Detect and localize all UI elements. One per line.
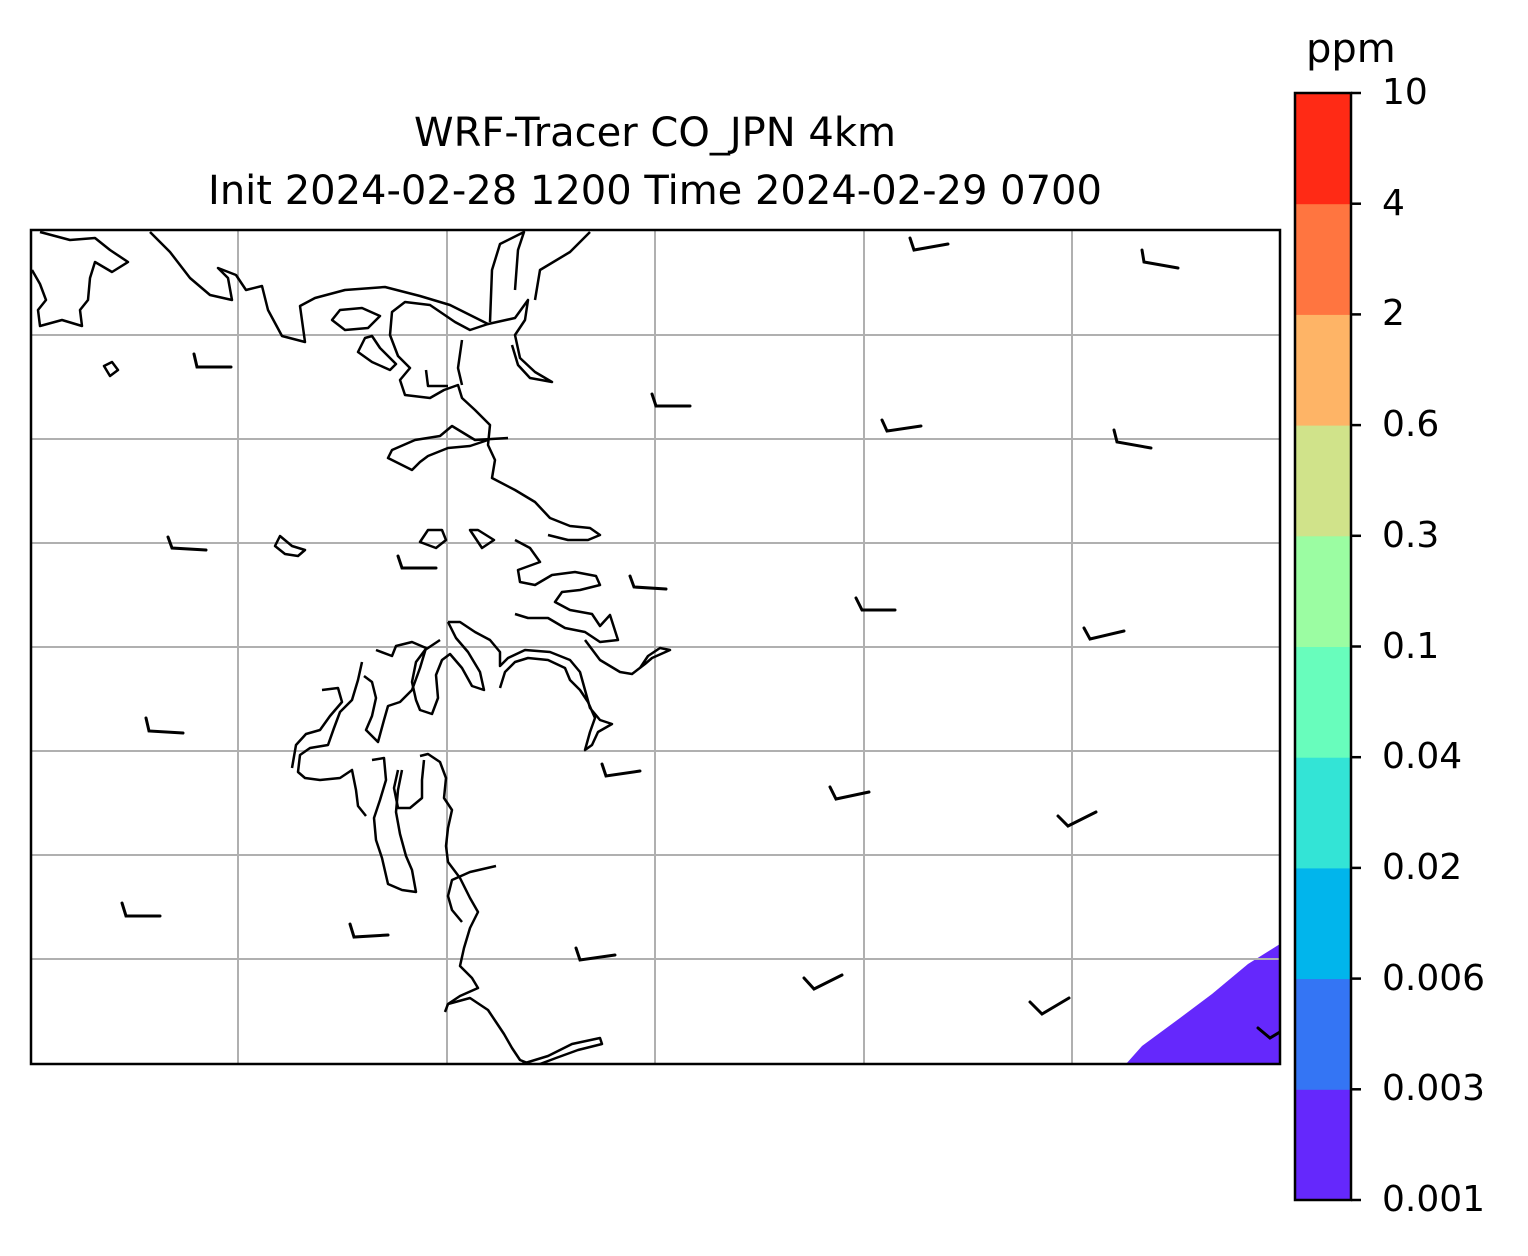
- title-line-1: WRF-Tracer CO_JPN 4km: [414, 110, 896, 156]
- colorbar-segment: [1295, 425, 1351, 537]
- wind-barb: [880, 418, 923, 433]
- coastline-west: [296, 661, 367, 817]
- colorbar-tick-label: 0.006: [1382, 957, 1486, 999]
- colorbar-segment: [1295, 978, 1351, 1090]
- coastline-island: [468, 528, 496, 550]
- coastline-lake: [330, 306, 382, 332]
- wind-barb: [144, 716, 185, 735]
- colorbar-tick-label: 0.04: [1382, 736, 1463, 778]
- colorbar-tick-label: 0.001: [1382, 1179, 1486, 1220]
- colorbar-tick-label: 0.6: [1382, 404, 1440, 446]
- gridlines: [31, 230, 1280, 1064]
- coastline-island: [273, 534, 307, 558]
- coastline: [31, 230, 672, 1064]
- wind-barb: [1256, 1026, 1280, 1040]
- colorbar-segment: [1295, 314, 1351, 426]
- wind-barb: [650, 392, 692, 408]
- wind-barb: [600, 762, 642, 778]
- coastline-central: [514, 538, 620, 644]
- colorbar-tick-label: 4: [1382, 182, 1405, 224]
- colorbar-tick-label: 0.003: [1382, 1068, 1486, 1110]
- wind-barbs: [120, 236, 1280, 1040]
- wind-barb: [396, 554, 438, 570]
- wind-barb: [908, 236, 950, 252]
- coastline-west: [392, 759, 426, 810]
- colorbar-tick-label: 0.02: [1382, 846, 1463, 888]
- coastline-island: [418, 528, 448, 550]
- colorbar-segment: [1295, 535, 1351, 647]
- colorbar-tick-label: 2: [1382, 293, 1405, 335]
- map-title: WRF-Tracer CO_JPN 4km Init 2024-02-28 12…: [30, 104, 1280, 220]
- wind-barb: [192, 352, 233, 369]
- coastline-north: [31, 230, 130, 328]
- colorbar: [1295, 93, 1351, 1201]
- wind-barb: [1056, 810, 1098, 828]
- wind-barb: [348, 922, 390, 939]
- colorbar-segment: [1295, 757, 1351, 869]
- wind-barb: [828, 785, 871, 801]
- colorbar-segment: [1295, 93, 1351, 205]
- wind-barb: [574, 946, 617, 962]
- colorbar-tick-label: 0.3: [1382, 514, 1440, 556]
- wind-barb: [1028, 996, 1071, 1016]
- coastline-west: [419, 752, 480, 1013]
- coastline-central: [410, 621, 486, 716]
- map-frame: [29, 228, 1282, 1066]
- wind-barb: [802, 973, 844, 991]
- colorbar-segment: [1295, 867, 1351, 980]
- coastline-west: [371, 756, 418, 894]
- wind-barb: [1140, 248, 1180, 270]
- colorbar-unit-label: ppm: [1306, 26, 1396, 72]
- colorbar-tick-label: 10: [1382, 72, 1428, 113]
- colorbar-segment: [1295, 1089, 1351, 1201]
- wind-barb: [854, 596, 897, 612]
- title-line-2: Init 2024-02-28 1200 Time 2024-02-29 070…: [208, 168, 1102, 214]
- coastline-island: [102, 360, 120, 378]
- coastline-central: [363, 640, 428, 744]
- coastline-north: [488, 230, 526, 323]
- coastline-peninsula: [356, 334, 398, 372]
- wind-barb: [628, 574, 668, 591]
- coastline-north: [149, 231, 554, 384]
- coastline-north: [533, 231, 591, 301]
- colorbar-segment: [1295, 646, 1351, 758]
- coastline-peninsula: [424, 369, 448, 388]
- coastline-central: [584, 639, 672, 676]
- wind-barb: [1112, 428, 1153, 450]
- coastline-south: [447, 996, 531, 1064]
- wind-barb: [1082, 626, 1126, 641]
- coastline-central: [448, 620, 614, 752]
- colorbar-ticks: [1351, 91, 1361, 1202]
- colorbar-tick-label: 0.1: [1382, 625, 1440, 667]
- coastline-bay: [386, 424, 509, 472]
- coastline-peninsula: [388, 300, 602, 542]
- coastline-west: [290, 686, 344, 769]
- coastline-west: [446, 864, 497, 923]
- coastline-peninsula: [456, 339, 464, 386]
- wind-barb: [120, 901, 162, 918]
- coastline-south: [521, 1036, 604, 1064]
- colorbar-segment: [1295, 203, 1351, 315]
- wind-barb: [166, 535, 208, 552]
- tracer-concentration-region: [1126, 944, 1280, 1064]
